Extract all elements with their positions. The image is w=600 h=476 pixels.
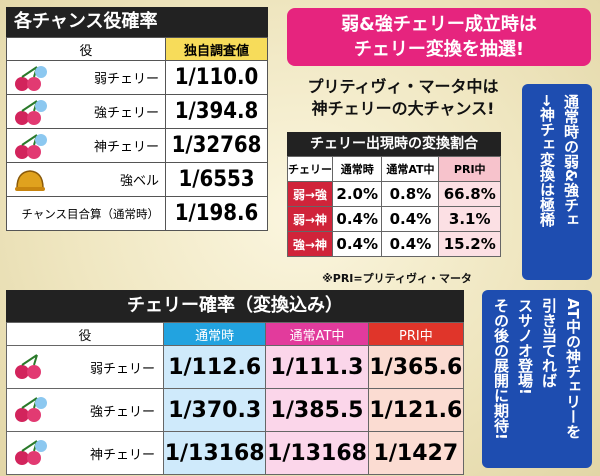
cherry-cell: 1/365.6: [367, 345, 465, 389]
cherry-name: 神チェリー: [89, 447, 155, 463]
col-role-header: 役: [6, 37, 166, 61]
table-row: 弱チェリー 1/112.6 1/111.3 1/365.6: [6, 345, 465, 389]
conv-header-pri: PRI中: [438, 156, 501, 182]
conv-row-label: 弱→強: [287, 181, 333, 207]
cherry-cell: 1/385.5: [265, 388, 369, 432]
conv-cell: 66.8%: [438, 181, 501, 207]
at-note-line-4: その後の展開に期待!: [492, 298, 510, 440]
pri-message: プリティヴィ・マータ中は 神チェリーの大チャンス!: [298, 76, 508, 120]
table-row: 強チェリー 1/394.8: [6, 94, 268, 129]
at-note-line-1: AT中の神チェリーを: [564, 298, 582, 439]
role-name: 神チェリー: [93, 140, 159, 155]
table-row: 弱→強 2.0% 0.8% 66.8%: [287, 181, 501, 207]
conv-cell: 3.1%: [438, 206, 501, 232]
conv-header-at: 通常AT中: [381, 156, 440, 182]
cherry-cell: 1/13168: [265, 431, 369, 475]
table-row: 神チェリー 1/13168 1/13168 1/1427: [6, 431, 465, 475]
cherry-icon: [11, 438, 49, 466]
cherry-cell: 1/13168: [162, 431, 267, 475]
side-note-line-2: →神チェ変換は極稀: [538, 94, 556, 227]
cherry-cell: 1/112.6: [162, 345, 267, 389]
cherry-icon: [11, 64, 49, 92]
role-value: 1/6553: [165, 162, 268, 197]
table-row: 弱チェリー 1/110.0: [6, 60, 268, 95]
table-row: 強ベル 1/6553: [6, 162, 268, 197]
chance-probability-table: 各チャンス役確率 役 独自調査値 弱チェリー 1/110.0 強チェリー 1/3…: [6, 7, 268, 231]
cherry-cell: 1/121.6: [367, 388, 465, 432]
cherry-probability-table: チェリー確率（変換込み） 役 通常時 通常AT中 PRI中 弱チェリー 1/11…: [6, 290, 465, 475]
bell-icon: [11, 166, 49, 194]
role-value: 1/110.0: [165, 60, 268, 95]
conv-cell: 0.4%: [331, 206, 383, 232]
role-name: 弱チェリー: [93, 72, 159, 87]
cherry-header-pri: PRI中: [367, 322, 465, 346]
table-row: 強チェリー 1/370.3 1/385.5 1/121.6: [6, 388, 465, 432]
side-note: 通常時の弱&強チェ →神チェ変換は極稀: [522, 84, 592, 280]
cherry-icon: [11, 98, 49, 126]
footnote: ※PRI=プリティヴィ・マータ: [322, 272, 472, 285]
chance-table-title: 各チャンス役確率: [6, 7, 268, 37]
conv-row-label: 強→神: [287, 231, 333, 257]
table-row: 弱→神 0.4% 0.4% 3.1%: [287, 206, 501, 232]
pri-message-line-2: 神チェリーの大チャンス!: [311, 99, 495, 118]
conv-cell: 0.4%: [331, 231, 383, 257]
cherry-header-normal: 通常時: [162, 322, 267, 346]
role-value: 1/32768: [165, 128, 268, 163]
cherry-icon: [11, 395, 49, 423]
cherry-table-title: チェリー確率（変換込み）: [6, 290, 464, 322]
role-value: 1/394.8: [165, 94, 268, 129]
cherry-icon: [11, 132, 49, 160]
conversion-table-title: チェリー出現時の変換割合: [287, 132, 501, 156]
cherry-cell: 1/1427: [367, 431, 465, 475]
conv-cell: 0.4%: [381, 231, 440, 257]
cherry-header-role: 役: [6, 322, 164, 346]
cherry-cell: 1/370.3: [162, 388, 267, 432]
side-note-line-1: 通常時の弱&強チェ: [562, 94, 580, 228]
table-row: チャンス目合算（通常時） 1/198.6: [6, 196, 268, 231]
at-note: AT中の神チェリーを 引き当てれば スサノオ登場! その後の展開に期待!: [482, 290, 592, 468]
cherry-cell: 1/111.3: [265, 345, 369, 389]
conv-row-label: 弱→神: [287, 206, 333, 232]
cherry-header-at: 通常AT中: [265, 322, 369, 346]
conv-cell: 2.0%: [331, 181, 383, 207]
conv-header-normal: 通常時: [331, 156, 383, 182]
cherry-icon: [11, 352, 49, 380]
at-note-line-3: スサノオ登場!: [516, 298, 534, 395]
cherry-conversion-banner: 弱&強チェリー成立時は チェリー変換を抽選!: [287, 8, 591, 66]
cherry-name: 弱チェリー: [89, 361, 155, 377]
role-name: 強ベル: [119, 174, 159, 189]
conv-cell: 0.8%: [381, 181, 440, 207]
cherry-name: 強チェリー: [89, 404, 155, 420]
banner-line-2: チェリー変換を抽選!: [353, 39, 525, 60]
conv-cell: 0.4%: [381, 206, 440, 232]
conv-header-cherry: チェリー: [287, 156, 333, 182]
at-note-line-2: 引き当てれば: [540, 298, 558, 388]
pri-message-line-1: プリティヴィ・マータ中は: [307, 77, 499, 96]
col-value-header: 独自調査値: [165, 37, 268, 61]
table-row: 強→神 0.4% 0.4% 15.2%: [287, 231, 501, 257]
role-name: 強チェリー: [93, 106, 159, 121]
banner-line-1: 弱&強チェリー成立時は: [341, 14, 537, 35]
role-value: 1/198.6: [165, 196, 268, 231]
conv-cell: 15.2%: [438, 231, 501, 257]
table-row: 神チェリー 1/32768: [6, 128, 268, 163]
conversion-ratio-table: チェリー出現時の変換割合 チェリー 通常時 通常AT中 PRI中 弱→強 2.0…: [287, 132, 501, 257]
role-name: チャンス目合算（通常時）: [21, 206, 159, 221]
